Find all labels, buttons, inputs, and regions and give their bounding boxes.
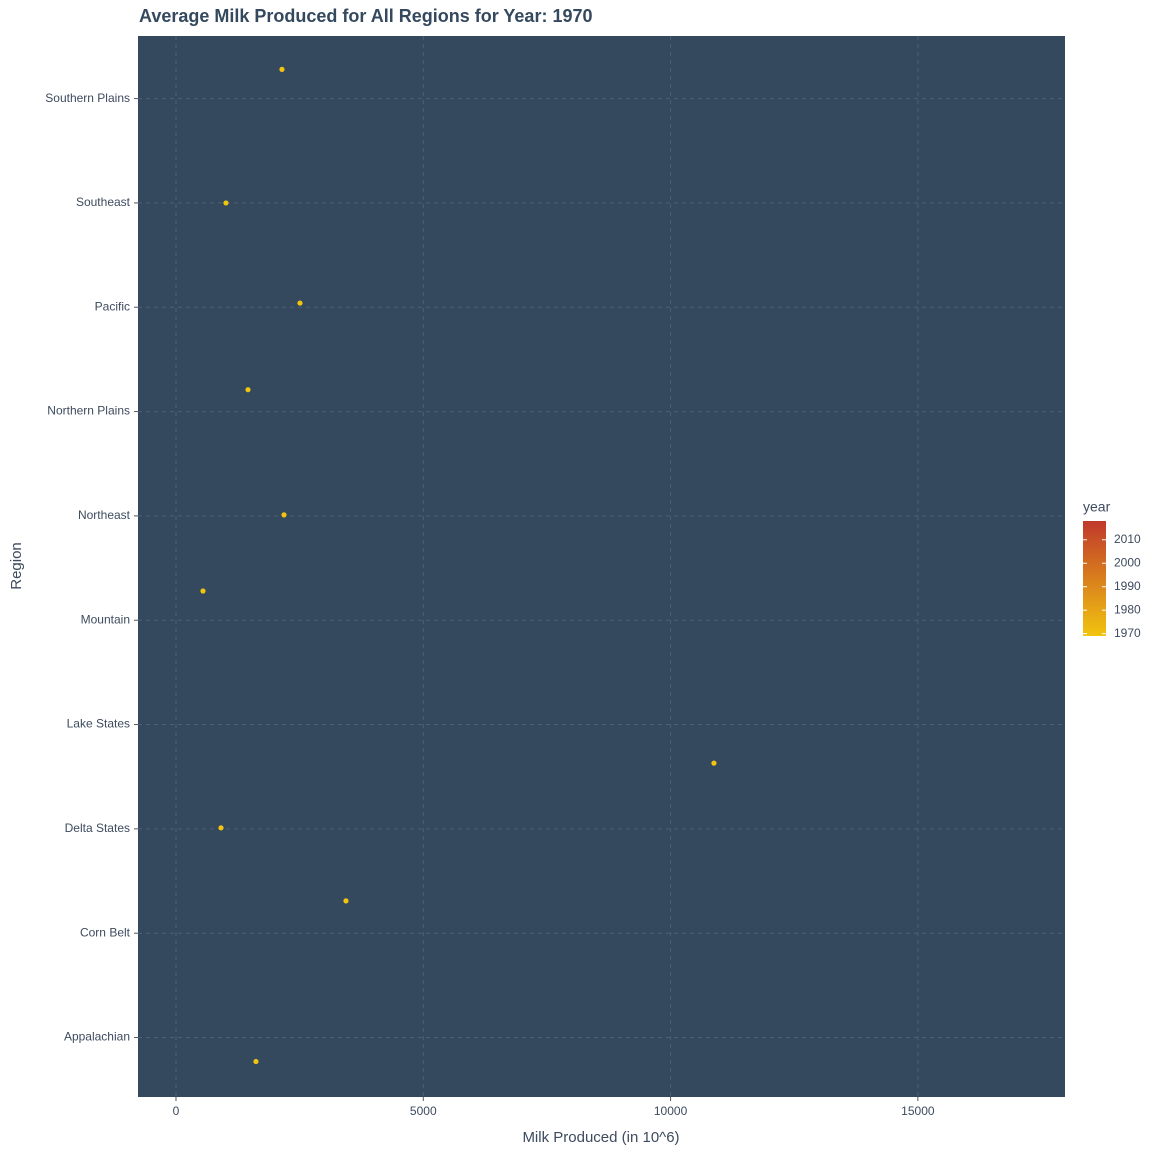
chart-title: Average Milk Produced for All Regions fo…	[139, 6, 592, 26]
x-tick-label: 0	[173, 1104, 180, 1118]
point	[279, 66, 285, 72]
y-tick-label: Corn Belt	[80, 925, 131, 939]
x-tick-label: 5000	[410, 1104, 437, 1118]
y-tick-label: Northeast	[78, 508, 131, 522]
x-tick-label: 10000	[654, 1104, 688, 1118]
y-tick-label: Southern Plains	[45, 91, 130, 105]
y-tick-label: Southeast	[76, 195, 131, 209]
colorbar-label: 2000	[1114, 555, 1141, 569]
y-axis-title: Region	[8, 542, 25, 590]
point	[245, 387, 251, 393]
y-tick-label: Appalachian	[64, 1030, 130, 1044]
point	[218, 825, 224, 831]
point	[223, 200, 229, 206]
point	[253, 1058, 259, 1065]
point	[281, 512, 287, 518]
colorbar-label: 1980	[1114, 602, 1141, 616]
colorbar	[1083, 521, 1106, 636]
legend-title: year	[1083, 499, 1111, 515]
colorbar-label: 1990	[1114, 579, 1141, 593]
point	[343, 898, 349, 904]
point	[711, 760, 717, 766]
colorbar-label: 2010	[1114, 532, 1141, 546]
x-axis-title: Milk Produced (in 10^6)	[522, 1129, 679, 1146]
y-tick-label: Mountain	[81, 612, 130, 626]
y-tick-label: Pacific	[95, 299, 130, 313]
y-tick-label: Northern Plains	[47, 404, 130, 418]
plot-panel	[138, 36, 1065, 1097]
y-tick-label: Lake States	[67, 717, 130, 731]
y-tick-label: Delta States	[65, 821, 130, 835]
point	[297, 300, 303, 306]
x-tick-label: 15000	[901, 1104, 935, 1118]
point	[200, 588, 206, 594]
colorbar-label: 1970	[1114, 626, 1141, 640]
